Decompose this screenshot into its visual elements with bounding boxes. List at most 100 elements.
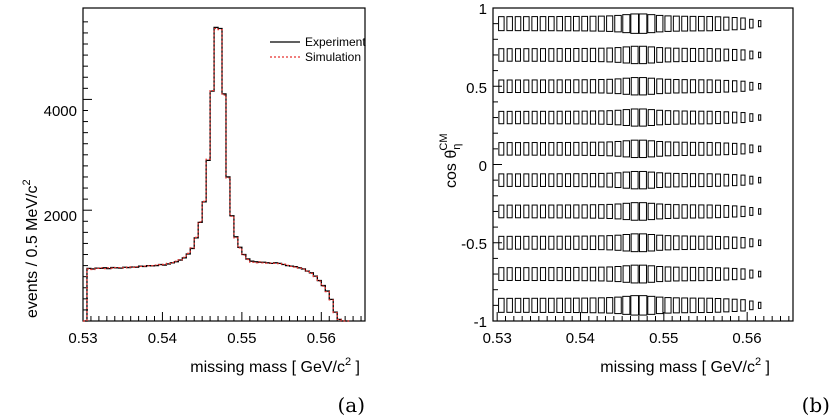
histogram-box bbox=[716, 205, 721, 217]
histogram-box bbox=[639, 234, 646, 252]
histogram-box bbox=[741, 238, 745, 248]
histogram-box bbox=[607, 267, 613, 281]
histogram-box bbox=[532, 236, 537, 249]
histogram-box bbox=[707, 174, 712, 187]
histogram-box bbox=[507, 17, 513, 31]
histogram-box bbox=[532, 298, 538, 312]
histogram-box bbox=[741, 300, 745, 311]
histogram-box bbox=[750, 82, 753, 90]
histogram-box bbox=[582, 16, 588, 31]
histogram-box bbox=[665, 111, 670, 125]
histogram-box bbox=[759, 209, 761, 215]
histogram-box bbox=[716, 80, 721, 92]
panel-b-y-axis-label-text: cos θηCM bbox=[438, 134, 463, 188]
histogram-box bbox=[707, 298, 713, 312]
panel-a-y-axis-label: events / 0.5 MeV/c2 bbox=[21, 179, 41, 318]
histogram-box bbox=[690, 205, 695, 218]
histogram-box bbox=[682, 111, 687, 124]
histogram-box bbox=[607, 298, 613, 314]
panel-b-tag: (b) bbox=[802, 393, 830, 416]
histogram-box bbox=[582, 205, 587, 218]
histogram-box bbox=[623, 141, 629, 157]
histogram-box bbox=[574, 49, 579, 62]
histogram-box bbox=[607, 236, 613, 250]
histogram-box bbox=[750, 208, 753, 216]
histogram-box bbox=[557, 174, 562, 187]
histogram-box bbox=[549, 205, 554, 218]
histogram-box bbox=[623, 47, 629, 63]
histogram-box bbox=[758, 21, 760, 27]
histogram-box bbox=[499, 268, 504, 281]
histogram-box bbox=[598, 16, 604, 31]
histogram-box bbox=[724, 112, 729, 124]
histogram-box bbox=[715, 17, 720, 31]
histogram-box bbox=[699, 174, 704, 187]
histogram-box bbox=[759, 240, 761, 246]
b-xtick-1: 0.54 bbox=[566, 330, 595, 347]
histogram-box bbox=[623, 78, 629, 94]
histogram-box bbox=[549, 236, 554, 249]
histogram-box bbox=[707, 111, 712, 124]
histogram-box bbox=[699, 49, 704, 62]
histogram-box bbox=[741, 18, 745, 29]
histogram-box bbox=[690, 174, 695, 187]
histogram-box bbox=[615, 141, 621, 156]
histogram-box bbox=[515, 298, 521, 312]
b-xtick-2: 0.55 bbox=[649, 330, 678, 347]
histogram-box bbox=[615, 173, 621, 188]
histogram-box bbox=[566, 111, 571, 124]
histogram-box bbox=[607, 48, 612, 62]
histogram-box bbox=[665, 267, 671, 281]
histogram-box bbox=[724, 174, 729, 186]
histogram-box bbox=[716, 49, 721, 61]
histogram-box bbox=[516, 80, 521, 93]
histogram-box bbox=[674, 111, 679, 124]
histogram-box bbox=[573, 298, 579, 312]
histogram-box bbox=[557, 49, 562, 62]
histogram-box bbox=[599, 173, 604, 186]
histogram-box bbox=[599, 111, 604, 124]
histogram-box bbox=[582, 111, 587, 124]
histogram-box bbox=[532, 268, 537, 281]
histogram-box bbox=[682, 48, 687, 61]
series-line-experiment bbox=[83, 27, 349, 321]
histogram-box bbox=[716, 236, 721, 249]
histogram-box bbox=[673, 16, 679, 31]
histogram-box bbox=[524, 298, 530, 312]
histogram-box bbox=[607, 79, 612, 93]
histogram-box bbox=[750, 114, 753, 122]
histogram-box bbox=[573, 16, 579, 30]
histogram-box bbox=[699, 80, 704, 93]
histogram-box bbox=[759, 146, 761, 151]
histogram-box bbox=[674, 48, 679, 61]
histogram-box bbox=[665, 298, 671, 314]
histogram-box bbox=[574, 80, 579, 93]
histogram-box bbox=[549, 268, 554, 281]
histogram-box bbox=[524, 236, 529, 249]
histogram-box bbox=[565, 174, 570, 187]
histogram-box bbox=[690, 267, 695, 280]
histogram-box bbox=[557, 205, 562, 218]
histogram-box bbox=[732, 299, 737, 311]
histogram-box bbox=[590, 205, 595, 218]
histogram-box bbox=[699, 111, 704, 124]
histogram-box bbox=[698, 16, 704, 30]
histogram-box bbox=[716, 111, 721, 123]
histogram-box bbox=[682, 267, 687, 281]
histogram-box bbox=[640, 78, 647, 95]
b-xtick-3: 0.56 bbox=[732, 330, 761, 347]
legend-label-experiment: Experiment bbox=[305, 35, 366, 49]
histogram-box bbox=[690, 111, 695, 124]
histogram-box bbox=[674, 142, 679, 155]
histogram-box bbox=[532, 17, 538, 31]
histogram-box bbox=[599, 48, 604, 61]
histogram-box bbox=[724, 17, 729, 30]
histogram-box bbox=[657, 173, 663, 188]
histogram-box bbox=[615, 110, 621, 125]
histogram-box bbox=[607, 111, 612, 125]
panel-b-plot-frame bbox=[493, 8, 793, 321]
histogram-box bbox=[648, 203, 654, 219]
histogram-box bbox=[657, 141, 663, 156]
histogram-box bbox=[590, 80, 595, 93]
histogram-box bbox=[557, 298, 563, 312]
